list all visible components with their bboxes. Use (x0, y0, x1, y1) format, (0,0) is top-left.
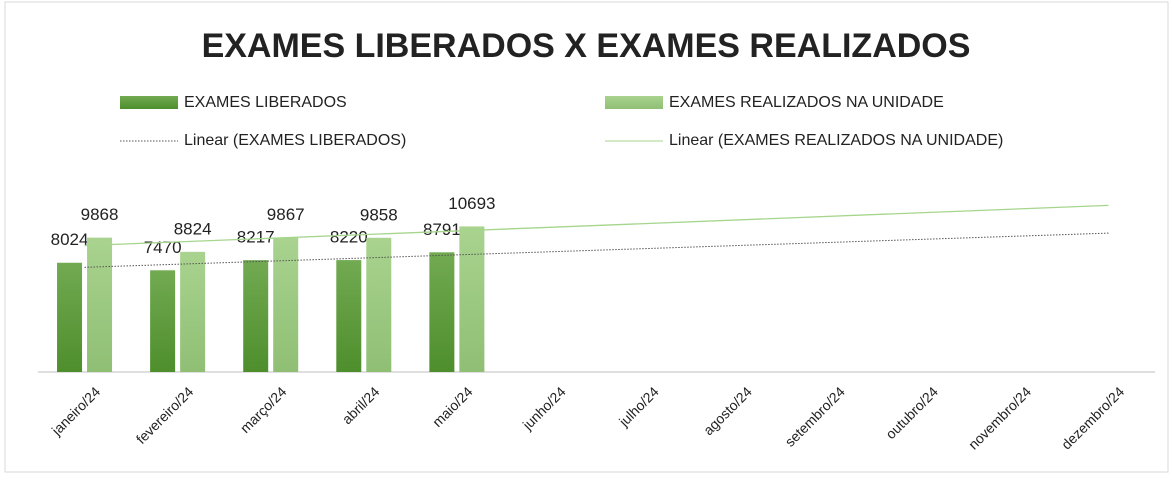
data-label: 10693 (448, 194, 495, 213)
trendline (84, 204, 1109, 247)
bar (57, 262, 83, 372)
data-label: 9868 (81, 205, 119, 224)
data-label: 7470 (144, 238, 182, 257)
bar (243, 260, 269, 372)
legend-label: Linear (EXAMES REALIZADOS NA UNIDADE) (669, 132, 1003, 149)
bar (180, 251, 206, 372)
legend-label: EXAMES LIBERADOS (184, 94, 347, 111)
bar (87, 237, 113, 372)
data-label: 8220 (330, 228, 368, 247)
legend-swatch (605, 96, 663, 109)
bar (150, 270, 176, 372)
bar (336, 260, 362, 372)
data-label: 9858 (360, 205, 398, 224)
legend-swatch (120, 96, 178, 109)
data-label: 8791 (423, 220, 461, 239)
data-label: 9867 (267, 205, 305, 224)
frame (4, 1, 1169, 473)
chart-title: EXAMES LIBERADOS X EXAMES REALIZADOS (202, 27, 971, 65)
data-label: 8217 (237, 228, 275, 247)
data-label: 8824 (174, 219, 212, 238)
legend-label: Linear (EXAMES LIBERADOS) (184, 132, 406, 149)
bar (366, 237, 392, 372)
legend-label: EXAMES REALIZADOS NA UNIDADE (669, 94, 944, 111)
bar (273, 237, 299, 372)
bar (459, 226, 485, 372)
data-label: 8024 (51, 230, 89, 249)
bar (429, 252, 455, 372)
